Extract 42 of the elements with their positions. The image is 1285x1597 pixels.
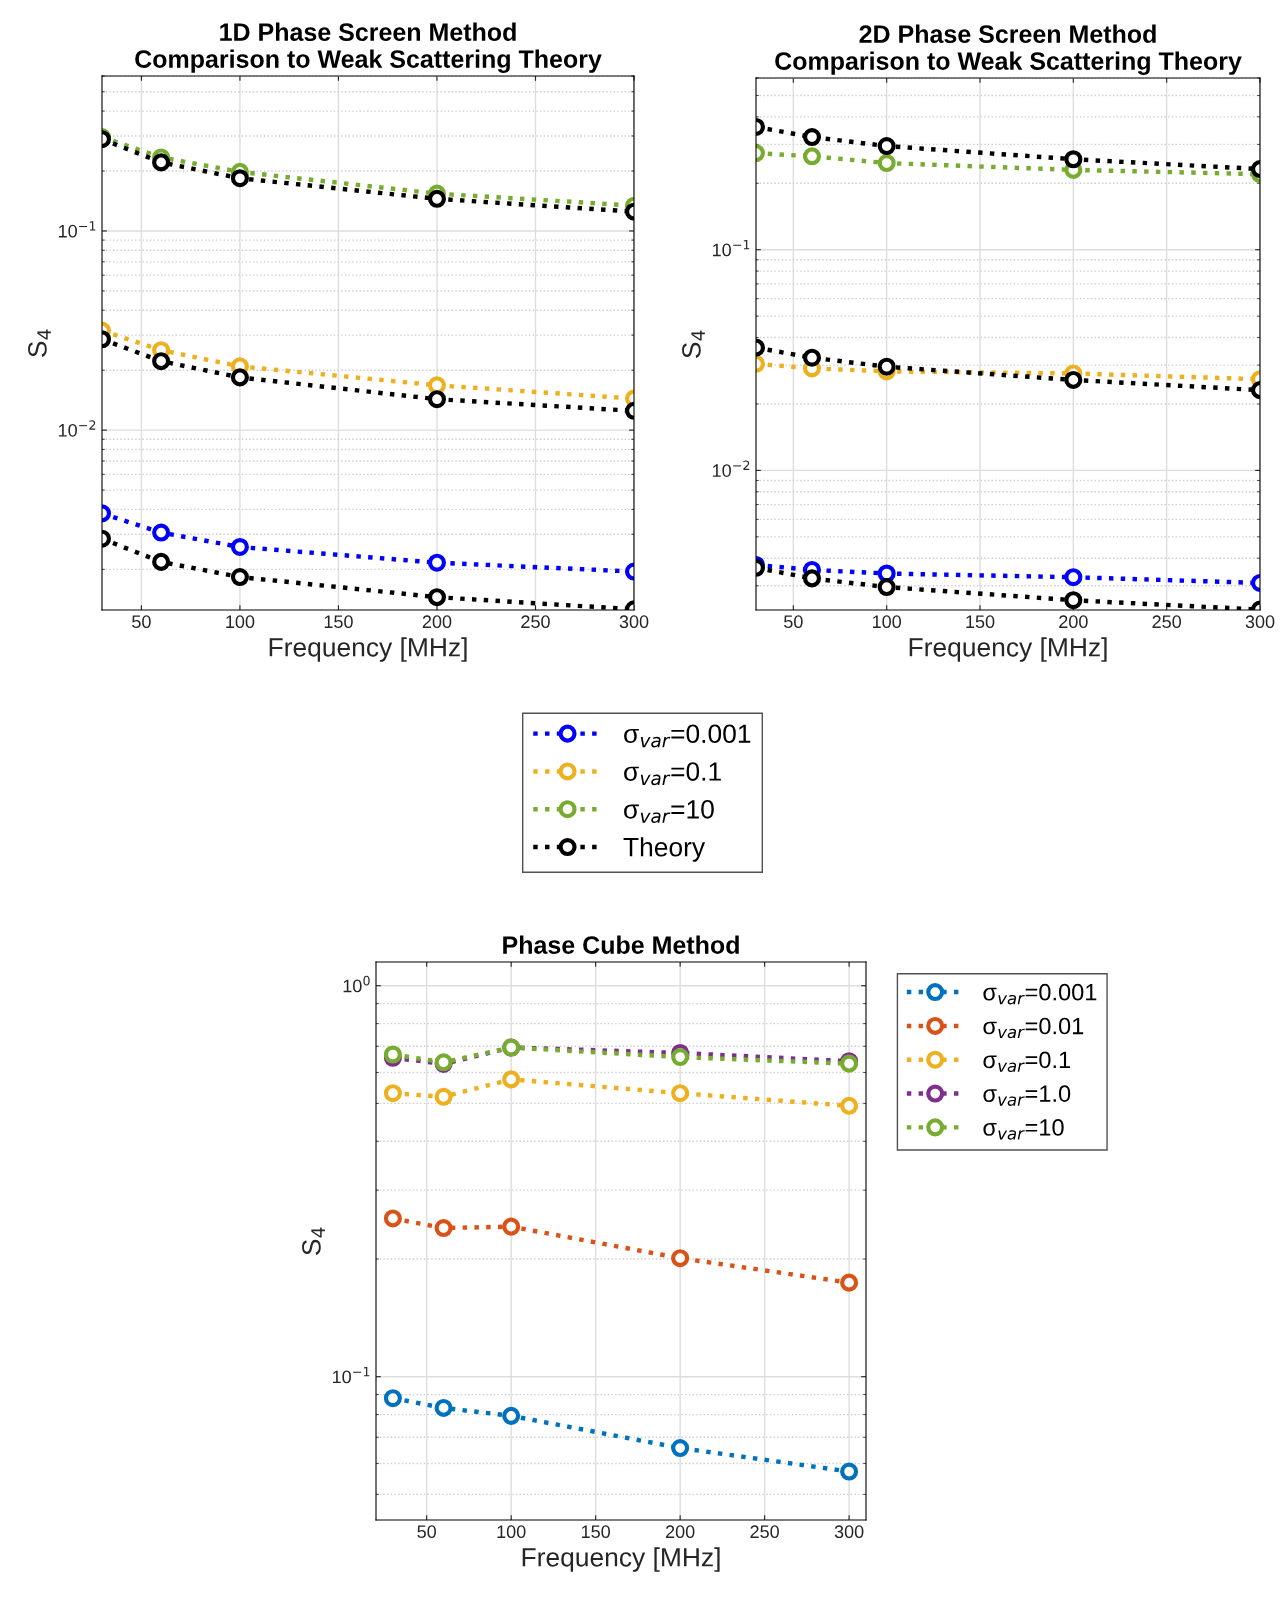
- y-axis-title: S$_{4}$: [28, 329, 51, 357]
- legend-label: σ$_{var}$=0.1: [983, 1051, 1071, 1073]
- x-tick-label: 300: [619, 615, 649, 629]
- x-tick-label: 50: [784, 615, 803, 629]
- chart-title: Phase Cube Method: [503, 935, 739, 954]
- legend-label: σ$_{var}$=0.001: [983, 983, 1097, 1005]
- x-axis-title: Frequency [MHz]: [522, 1547, 720, 1572]
- y-tick-label: 10$^{−1}$: [58, 221, 96, 238]
- x-tick-label: 300: [834, 1525, 864, 1539]
- y-tick-label: 10$^{−2}$: [58, 420, 96, 437]
- legend-label: σ$_{var}$=1.0: [983, 1085, 1071, 1106]
- y-axis-title: S$_{4}$: [682, 330, 705, 358]
- x-tick-label: 100: [226, 615, 255, 629]
- x-tick-label: 100: [497, 1525, 526, 1539]
- y-tick-label: 10$^{0}$: [343, 975, 370, 993]
- x-tick-label: 250: [1152, 615, 1182, 629]
- legend-label: σ$_{var}$=10: [983, 1119, 1064, 1140]
- y-axis-title: S$_{4}$: [302, 1227, 325, 1255]
- x-tick-label: 150: [966, 615, 995, 629]
- x-tick-label: 200: [422, 615, 452, 629]
- y-tick-label: 10$^{−1}$: [332, 1366, 370, 1384]
- legend-label: σ$_{var}$=0.01: [983, 1017, 1084, 1039]
- x-tick-label: 250: [521, 615, 550, 629]
- legend-label: σ$_{var}$=10: [624, 799, 714, 824]
- x-tick-label: 300: [1245, 615, 1275, 629]
- x-tick-label: 200: [665, 1525, 695, 1539]
- x-tick-label: 250: [750, 1525, 779, 1539]
- legend-label: Theory: [623, 837, 706, 862]
- x-tick-label: 200: [1059, 615, 1088, 629]
- legend-label: σ$_{var}$=0.001: [624, 724, 751, 748]
- legend-label: σ$_{var}$=0.1: [624, 762, 721, 786]
- chart-title: 1D Phase Screen Method Comparison to Weak Scattering Theory: [135, 22, 602, 73]
- x-tick-label: 150: [324, 615, 353, 629]
- x-tick-label: 50: [132, 615, 151, 629]
- x-tick-label: 50: [417, 1525, 437, 1539]
- y-tick-label: 10$^{−2}$: [712, 460, 750, 477]
- x-axis-title: Frequency [MHz]: [269, 637, 467, 662]
- x-axis-title: Frequency [MHz]: [909, 637, 1107, 662]
- x-tick-label: 150: [581, 1525, 611, 1539]
- x-tick-label: 100: [872, 615, 902, 629]
- chart-title: 2D Phase Screen Method Comparison to Weak Scattering Theory: [775, 24, 1242, 75]
- y-tick-label: 10$^{−1}$: [712, 240, 750, 257]
